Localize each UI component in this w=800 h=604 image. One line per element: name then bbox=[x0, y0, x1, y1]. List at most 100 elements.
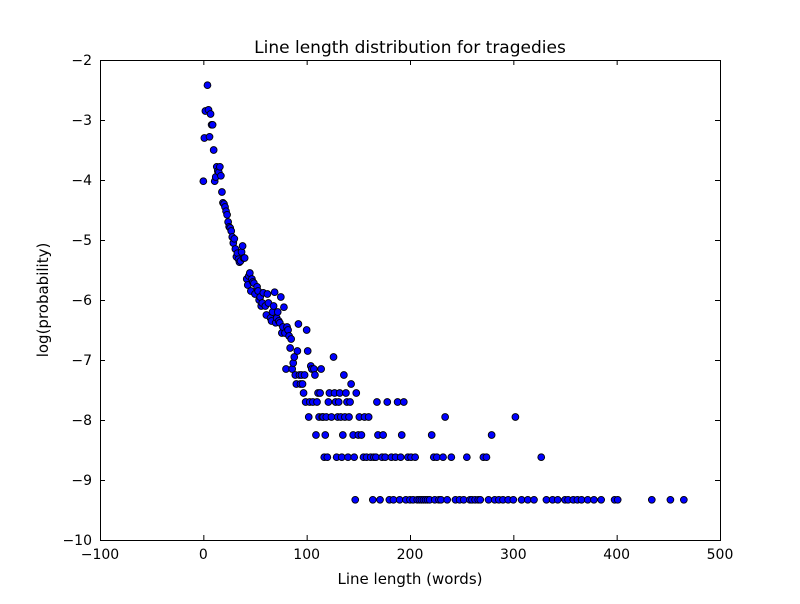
scatter-point bbox=[270, 288, 279, 297]
scatter-point bbox=[509, 495, 518, 504]
scatter-point bbox=[299, 389, 308, 397]
scatter-point bbox=[216, 162, 224, 171]
scatter-point bbox=[340, 371, 348, 379]
scatter-point bbox=[311, 371, 319, 379]
scatter-point bbox=[300, 371, 309, 379]
scatter-point bbox=[312, 431, 320, 439]
scatter-point bbox=[396, 453, 405, 462]
scatter-point bbox=[482, 453, 491, 462]
scatter-point bbox=[373, 398, 381, 406]
scatter-point bbox=[280, 303, 288, 312]
y-axis-label: log(probability) bbox=[34, 243, 52, 358]
scatter-point bbox=[338, 431, 347, 439]
scatter-point bbox=[290, 353, 299, 361]
scatter-point bbox=[487, 431, 496, 439]
x-tick-label: −100 bbox=[81, 547, 119, 563]
scatter-point bbox=[313, 398, 321, 406]
y-tick-label: −2 bbox=[71, 53, 92, 69]
scatter-point bbox=[376, 495, 384, 504]
scatter-point bbox=[286, 344, 294, 352]
scatter-point bbox=[321, 431, 330, 439]
x-tick-label: 500 bbox=[707, 547, 734, 563]
scatter-point bbox=[304, 413, 313, 421]
scatter-point bbox=[217, 171, 225, 180]
scatter-point bbox=[411, 453, 420, 462]
x-tick-label: 0 bbox=[199, 547, 208, 563]
scatter-point bbox=[368, 495, 377, 504]
y-tick-label: −3 bbox=[71, 113, 92, 129]
scatter-point bbox=[324, 398, 333, 406]
scatter-point bbox=[352, 389, 361, 397]
x-tick-label: 400 bbox=[603, 547, 630, 563]
y-tick-label: −10 bbox=[62, 533, 92, 549]
scatter-point bbox=[553, 495, 562, 504]
scatter-point bbox=[537, 453, 546, 462]
scatter-point bbox=[590, 495, 598, 504]
scatter-point bbox=[240, 254, 249, 262]
scatter-point bbox=[230, 234, 239, 243]
scatter-point bbox=[476, 495, 485, 504]
x-tick-label: 200 bbox=[397, 547, 424, 563]
scatter-point bbox=[511, 413, 520, 421]
scatter-point bbox=[597, 495, 606, 504]
scatter-point bbox=[334, 398, 343, 406]
scatter-point bbox=[294, 320, 303, 328]
scatter-point bbox=[443, 495, 452, 504]
scatter-point bbox=[205, 132, 214, 141]
scatter-point bbox=[397, 431, 406, 439]
scatter-point bbox=[351, 495, 360, 504]
scatter-point bbox=[346, 398, 354, 406]
scatter-point bbox=[364, 413, 373, 421]
scatter-point bbox=[347, 380, 355, 388]
x-tick-label: 300 bbox=[500, 547, 527, 563]
scatter-point bbox=[679, 495, 688, 504]
scatter-point bbox=[218, 188, 226, 196]
scatter-point bbox=[273, 308, 282, 316]
scatter-point bbox=[666, 495, 675, 504]
scatter-point bbox=[206, 110, 215, 118]
scatter-point bbox=[223, 210, 231, 219]
scatter-point bbox=[357, 431, 366, 439]
scatter-point bbox=[287, 335, 296, 343]
scatter-point bbox=[323, 453, 332, 462]
scatter-point bbox=[298, 380, 307, 388]
scatter-point bbox=[383, 398, 392, 406]
scatter-point bbox=[302, 326, 311, 334]
scatter-point bbox=[647, 495, 656, 504]
scatter-point bbox=[350, 453, 359, 462]
scatter-point bbox=[303, 347, 312, 355]
scatter-point bbox=[439, 453, 447, 462]
x-axis-label: Line length (words) bbox=[338, 570, 483, 588]
scatter-point bbox=[399, 398, 408, 406]
scatter-point bbox=[209, 146, 218, 154]
scatter-point bbox=[613, 495, 622, 504]
y-tick-label: −4 bbox=[71, 173, 92, 189]
scatter-point bbox=[208, 120, 217, 129]
y-tick-label: −9 bbox=[71, 473, 92, 489]
scatter-point bbox=[317, 365, 325, 373]
scatter-point bbox=[263, 290, 272, 298]
scatter-point bbox=[199, 177, 208, 186]
scatter-point bbox=[316, 389, 324, 397]
scatter-point bbox=[342, 389, 350, 397]
scatter-point bbox=[427, 431, 436, 439]
scatter-point bbox=[462, 453, 471, 462]
scatter-point bbox=[203, 81, 212, 90]
scatter-point bbox=[269, 302, 278, 310]
scatter-point bbox=[276, 293, 285, 301]
scatter-point bbox=[293, 347, 302, 355]
x-tick-label: 100 bbox=[293, 547, 320, 563]
axis-ticks: −100 0 100 200 300 400 500 −10 −9 −8 −7 −6 −5 −4 −3 −2 bbox=[62, 53, 733, 563]
scatter-point bbox=[379, 431, 387, 439]
data-points bbox=[199, 81, 688, 504]
y-tick-label: −5 bbox=[71, 233, 92, 249]
scatter-point bbox=[441, 413, 449, 421]
scatter-point bbox=[447, 453, 456, 462]
y-tick-label: −8 bbox=[71, 413, 92, 429]
scatter-point bbox=[530, 495, 538, 504]
chart-title: Line length distribution for tragedies bbox=[254, 38, 566, 58]
y-tick-label: −7 bbox=[71, 353, 92, 369]
